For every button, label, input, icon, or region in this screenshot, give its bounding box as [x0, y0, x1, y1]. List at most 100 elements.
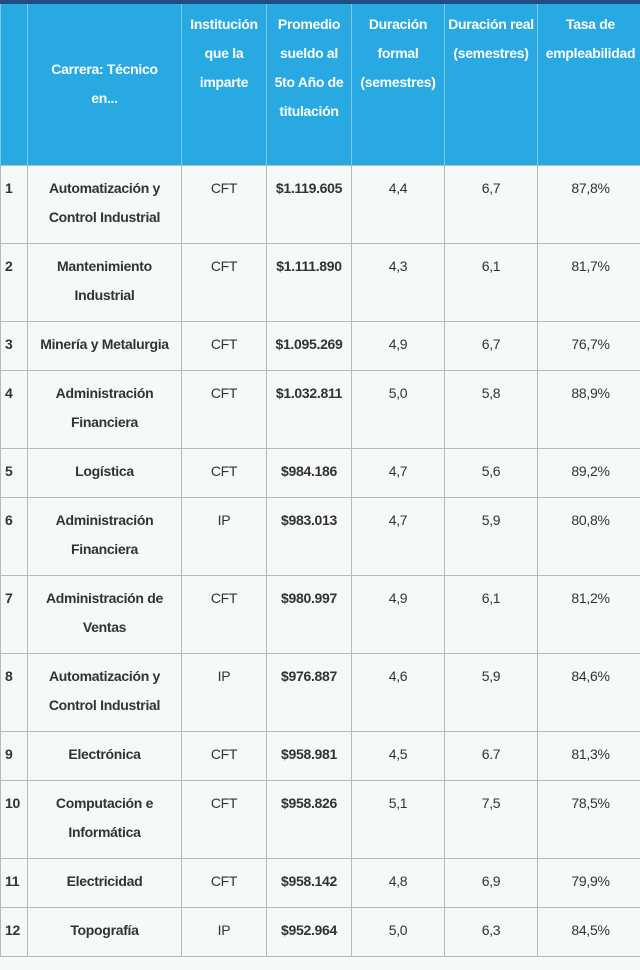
duracion-real-cell: 5,9 — [444, 497, 538, 576]
rank-cell: 12 — [0, 907, 28, 957]
institucion-cell: CFT — [181, 731, 267, 781]
duracion-real-cell: 7,5 — [444, 780, 538, 859]
rank-cell: 1 — [0, 165, 28, 244]
duracion-real-cell: 6,7 — [444, 165, 538, 244]
rank-cell: 5 — [0, 448, 28, 498]
duracion-real-cell: 6,1 — [444, 243, 538, 322]
table-row: 10 Computación e Informática CFT $958.826 5,… — [0, 780, 640, 859]
tasa-cell: 79,9% — [537, 858, 640, 908]
header-tasa: Tasa de empleabilidad — [537, 4, 640, 166]
duracion-formal-cell: 5,1 — [351, 780, 445, 859]
sueldo-cell: $1.111.890 — [266, 243, 352, 322]
table-row: 5 Logística CFT $984.186 4,7 5,6 89,2% — [0, 448, 640, 498]
carrera-cell: Administración de Ventas — [27, 575, 182, 654]
sueldo-cell: $1.032.811 — [266, 370, 352, 449]
carrera-cell: Topografía — [27, 907, 182, 957]
top-bar — [0, 0, 640, 4]
carrera-cell: Computación e Informática — [27, 780, 182, 859]
sueldo-cell: $952.964 — [266, 907, 352, 957]
sueldo-cell: $1.095.269 — [266, 321, 352, 371]
rank-cell: 9 — [0, 731, 28, 781]
table-row: 7 Administración de Ventas CFT $980.997 4,9 6… — [0, 575, 640, 654]
table-row: 1 Automatización y Control Industrial CFT $… — [0, 165, 640, 244]
table-row: 4 Administración Financiera CFT $1.032.811 5… — [0, 370, 640, 449]
tasa-cell: 88,9% — [537, 370, 640, 449]
institucion-cell: IP — [181, 653, 267, 732]
duracion-real-cell: 6,9 — [444, 858, 538, 908]
table-row: 3 Minería y Metalurgia CFT $1.095.269 4,9 6,7… — [0, 321, 640, 371]
table-row: 2 Mantenimiento Industrial CFT $1.111.890 4,… — [0, 243, 640, 322]
tasa-cell: 81,3% — [537, 731, 640, 781]
carrera-cell: Mantenimiento Industrial — [27, 243, 182, 322]
institucion-cell: IP — [181, 907, 267, 957]
sueldo-cell: $984.186 — [266, 448, 352, 498]
rank-cell: 4 — [0, 370, 28, 449]
header-sueldo: Promedio sueldo al 5to Año de titulación — [266, 4, 352, 166]
tasa-cell: 80,8% — [537, 497, 640, 576]
rank-cell: 8 — [0, 653, 28, 732]
carrera-cell: Administración Financiera — [27, 370, 182, 449]
rank-cell: 2 — [0, 243, 28, 322]
duracion-formal-cell: 4,9 — [351, 321, 445, 371]
duracion-formal-cell: 4,3 — [351, 243, 445, 322]
tasa-cell: 89,2% — [537, 448, 640, 498]
career-salary-table: Carrera: Técnico en... Institución que l… — [0, 4, 640, 957]
rank-cell: 7 — [0, 575, 28, 654]
sueldo-cell: $976.887 — [266, 653, 352, 732]
duracion-real-cell: 5,8 — [444, 370, 538, 449]
sueldo-cell: $958.142 — [266, 858, 352, 908]
carrera-cell: Administración Financiera — [27, 497, 182, 576]
table-row: 8 Automatización y Control Industrial IP $9… — [0, 653, 640, 732]
sueldo-cell: $958.826 — [266, 780, 352, 859]
duracion-formal-cell: 4,5 — [351, 731, 445, 781]
carrera-cell: Electricidad — [27, 858, 182, 908]
duracion-formal-cell: 4,7 — [351, 497, 445, 576]
tasa-cell: 78,5% — [537, 780, 640, 859]
rank-cell: 3 — [0, 321, 28, 371]
tasa-cell: 84,5% — [537, 907, 640, 957]
table-row: 9 Electrónica CFT $958.981 4,5 6.7 81,3% — [0, 731, 640, 781]
sueldo-cell: $980.997 — [266, 575, 352, 654]
carrera-cell: Electrónica — [27, 731, 182, 781]
header-institucion: Institución que la imparte — [181, 4, 267, 166]
institucion-cell: CFT — [181, 243, 267, 322]
table-row: 6 Administración Financiera IP $983.013 4,7 5… — [0, 497, 640, 576]
table-row: 12 Topografía IP $952.964 5,0 6,3 84,5% — [0, 907, 640, 957]
header-duracion-real: Duración real (semestres) — [444, 4, 538, 166]
rank-cell: 6 — [0, 497, 28, 576]
sueldo-cell: $983.013 — [266, 497, 352, 576]
duracion-real-cell: 6.7 — [444, 731, 538, 781]
duracion-real-cell: 6,1 — [444, 575, 538, 654]
institucion-cell: CFT — [181, 780, 267, 859]
duracion-real-cell: 6,7 — [444, 321, 538, 371]
header-row: Carrera: Técnico en... Institución que l… — [0, 4, 640, 166]
duracion-real-cell: 5,6 — [444, 448, 538, 498]
rank-cell: 11 — [0, 858, 28, 908]
header-duracion-formal: Duración formal (semestres) — [351, 4, 445, 166]
tasa-cell: 76,7% — [537, 321, 640, 371]
duracion-formal-cell: 4,9 — [351, 575, 445, 654]
tasa-cell: 81,7% — [537, 243, 640, 322]
tasa-cell: 87,8% — [537, 165, 640, 244]
institucion-cell: CFT — [181, 858, 267, 908]
duracion-formal-cell: 4,6 — [351, 653, 445, 732]
table-row: 11 Electricidad CFT $958.142 4,8 6,9 79,9% — [0, 858, 640, 908]
tasa-cell: 81,2% — [537, 575, 640, 654]
institucion-cell: CFT — [181, 321, 267, 371]
duracion-real-cell: 5,9 — [444, 653, 538, 732]
sueldo-cell: $958.981 — [266, 731, 352, 781]
duracion-formal-cell: 4,7 — [351, 448, 445, 498]
institucion-cell: IP — [181, 497, 267, 576]
carrera-cell: Logística — [27, 448, 182, 498]
header-carrera: Carrera: Técnico en... — [27, 4, 182, 166]
carrera-cell: Minería y Metalurgia — [27, 321, 182, 371]
header-rank — [0, 4, 28, 166]
duracion-formal-cell: 5,0 — [351, 370, 445, 449]
carrera-cell: Automatización y Control Industrial — [27, 165, 182, 244]
institucion-cell: CFT — [181, 370, 267, 449]
tasa-cell: 84,6% — [537, 653, 640, 732]
sueldo-cell: $1.119.605 — [266, 165, 352, 244]
duracion-real-cell: 6,3 — [444, 907, 538, 957]
institucion-cell: CFT — [181, 165, 267, 244]
institucion-cell: CFT — [181, 448, 267, 498]
